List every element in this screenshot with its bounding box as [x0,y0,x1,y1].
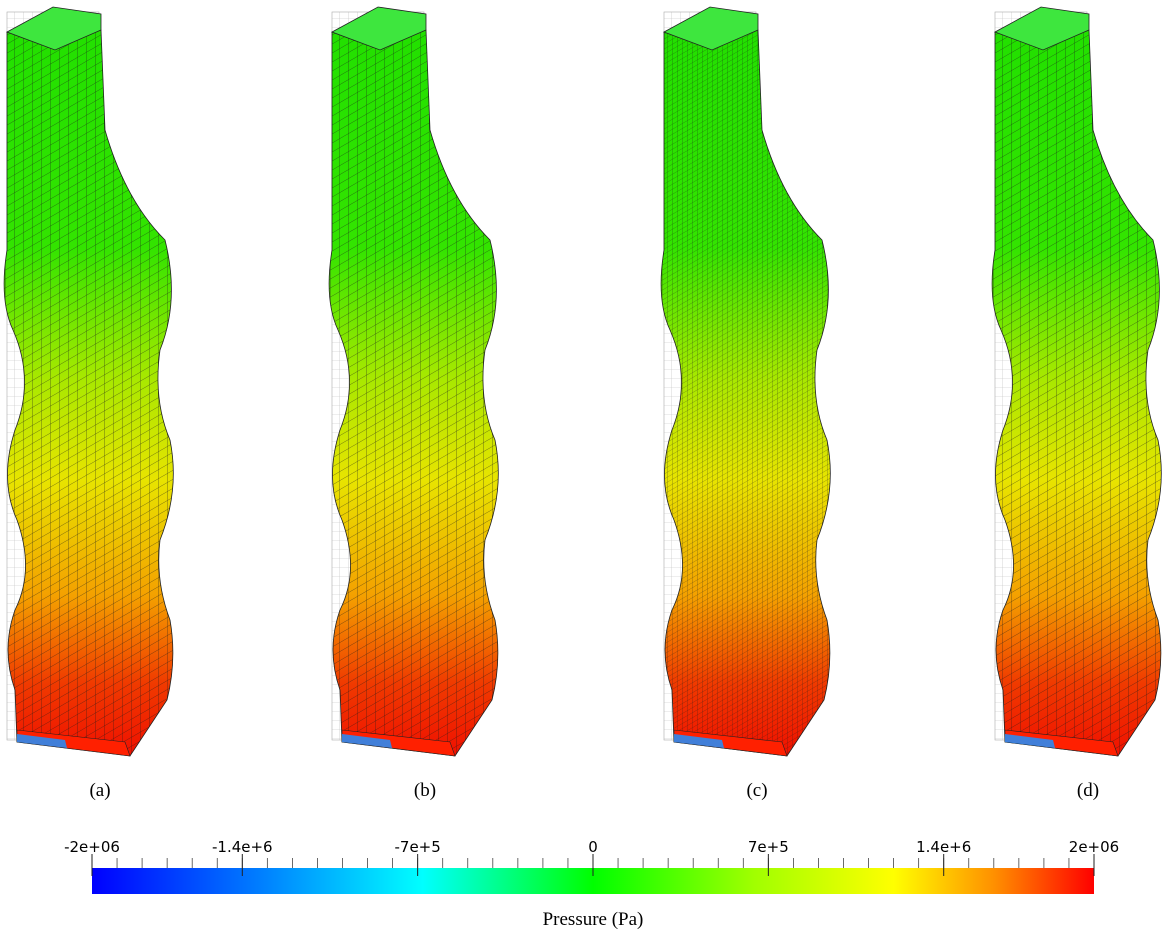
column-mesh [992,30,1162,756]
column-top-face [331,6,427,51]
panel-caption: (d) [1077,780,1099,801]
column-panel [3,6,174,757]
panels: (a) (b) (c) (d) [3,6,1162,801]
panel-caption: (b) [414,780,436,801]
colorbar-tick-label: -1.4e+6 [212,838,273,856]
column-top-face [6,6,102,51]
column-panel [660,6,831,757]
colorbar-tick-label: -7e+5 [395,838,441,856]
column-top-face [663,6,759,51]
column-mesh [329,30,499,756]
panel-caption: (c) [746,780,767,801]
base-band-low [674,734,724,748]
colorbar-tick-label: 7e+5 [748,838,789,856]
column-panel [328,6,499,757]
panel-caption: (a) [89,780,110,801]
colorbar-tick-label: 1.4e+6 [916,838,971,856]
base-band-low [17,734,67,748]
colorbar-tick-label: 0 [588,838,598,856]
colorbar: Pressure (Pa) -2e+06 -1.4e+6 -7e+5 0 7e+5 1.4… [64,838,1119,930]
colorbar-tick-label: -2e+06 [64,838,120,856]
column-panel [991,6,1162,757]
colorbar-title: Pressure (Pa) [543,909,644,930]
base-band-low [342,734,392,748]
colorbar-tick-label: 2e+06 [1069,838,1119,856]
column-mesh [661,30,831,756]
base-band-low [1005,734,1055,748]
column-top-face [994,6,1090,51]
column-mesh [4,30,174,756]
